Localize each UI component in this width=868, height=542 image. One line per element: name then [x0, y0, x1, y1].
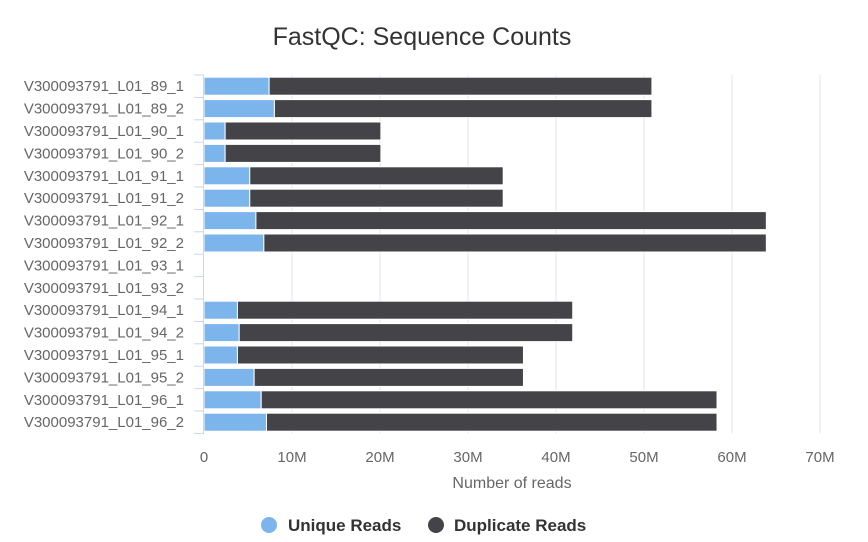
bar-unique-reads[interactable]	[203, 390, 262, 410]
bar-duplicate-reads[interactable]	[260, 390, 718, 410]
bar-duplicate-reads[interactable]	[224, 121, 382, 141]
x-tick-label: 30M	[453, 449, 482, 466]
x-tick-label: 70M	[805, 449, 834, 466]
category-label: V300093791_L01_90_2	[24, 145, 184, 162]
category-label: V300093791_L01_89_1	[24, 78, 184, 95]
bar-unique-reads[interactable]	[203, 211, 257, 231]
category-label: V300093791_L01_96_1	[24, 392, 184, 409]
bar-unique-reads[interactable]	[203, 412, 267, 432]
x-axis: 0 10M 20M 30M 40M 50M 60M 70M	[200, 449, 835, 466]
bar-duplicate-reads[interactable]	[238, 323, 574, 343]
chart-title: FastQC: Sequence Counts	[273, 23, 572, 51]
x-tick-label: 0	[200, 449, 208, 466]
category-label: V300093791_L01_95_2	[24, 369, 184, 386]
category-label: V300093791_L01_96_2	[24, 414, 184, 431]
bar-duplicate-reads[interactable]	[253, 367, 524, 387]
bar-unique-reads[interactable]	[203, 121, 226, 141]
category-label: V300093791_L01_91_1	[24, 168, 184, 185]
category-label: V300093791_L01_95_1	[24, 347, 184, 364]
bar-duplicate-reads[interactable]	[236, 345, 524, 365]
x-tick-label: 10M	[277, 449, 306, 466]
bar-duplicate-reads[interactable]	[263, 233, 767, 253]
bars	[203, 76, 767, 432]
bar-unique-reads[interactable]	[203, 300, 238, 320]
category-label: V300093791_L01_93_1	[24, 257, 184, 274]
category-label: V300093791_L01_90_1	[24, 123, 184, 140]
bar-unique-reads[interactable]	[203, 367, 255, 387]
bar-duplicate-reads[interactable]	[236, 300, 574, 320]
bar-unique-reads[interactable]	[203, 143, 226, 163]
bar-duplicate-reads[interactable]	[224, 143, 382, 163]
bar-duplicate-reads[interactable]	[249, 166, 504, 186]
bar-duplicate-reads[interactable]	[249, 188, 504, 208]
bar-duplicate-reads[interactable]	[268, 76, 653, 96]
legend: Unique Reads Duplicate Reads	[261, 516, 586, 535]
x-tick-label: 50M	[629, 449, 658, 466]
x-tick-label: 60M	[717, 449, 746, 466]
y-axis: V300093791_L01_89_1 V300093791_L01_89_2 V3…	[24, 74, 204, 434]
bar-duplicate-reads[interactable]	[273, 99, 653, 119]
category-label: V300093791_L01_92_1	[24, 213, 184, 230]
category-label: V300093791_L01_91_2	[24, 190, 184, 207]
legend-item[interactable]: Unique Reads	[261, 516, 401, 535]
bar-unique-reads[interactable]	[203, 99, 275, 119]
x-tick-label: 40M	[541, 449, 570, 466]
category-label: V300093791_L01_89_2	[24, 101, 184, 118]
bar-duplicate-reads[interactable]	[255, 211, 767, 231]
x-tick-label: 20M	[365, 449, 394, 466]
legend-symbol	[428, 517, 444, 533]
bar-unique-reads[interactable]	[203, 76, 270, 96]
bar-duplicate-reads[interactable]	[265, 412, 718, 432]
category-label: V300093791_L01_92_2	[24, 235, 184, 252]
category-label: V300093791_L01_93_2	[24, 280, 184, 297]
bar-unique-reads[interactable]	[203, 166, 251, 186]
bar-unique-reads[interactable]	[203, 323, 240, 343]
x-axis-title: Number of reads	[452, 475, 571, 492]
category-label: V300093791_L01_94_2	[24, 325, 184, 342]
bar-unique-reads[interactable]	[203, 233, 265, 253]
category-label: V300093791_L01_94_1	[24, 302, 184, 319]
legend-item[interactable]: Duplicate Reads	[428, 516, 586, 535]
bar-unique-reads[interactable]	[203, 345, 238, 365]
legend-label: Duplicate Reads	[454, 516, 586, 535]
bar-unique-reads[interactable]	[203, 188, 251, 208]
legend-label: Unique Reads	[288, 516, 401, 535]
legend-symbol	[261, 517, 277, 533]
